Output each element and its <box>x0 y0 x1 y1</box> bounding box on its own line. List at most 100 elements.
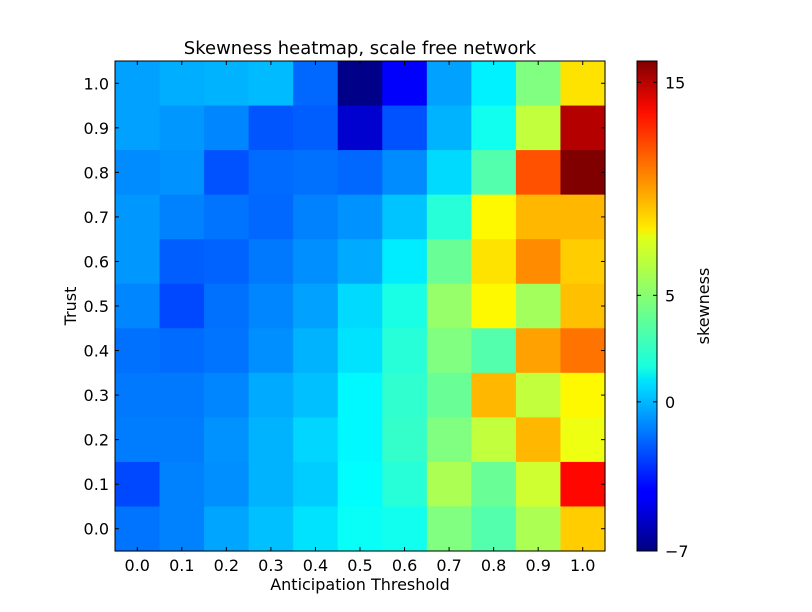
heatmap-cell <box>382 283 428 329</box>
heatmap-cell <box>204 506 250 552</box>
heatmap-cell <box>515 461 562 508</box>
heatmap-cell <box>115 194 161 240</box>
heatmap-cell <box>560 372 606 418</box>
heatmap-cell <box>115 461 161 508</box>
y-tick-label: 0.0 <box>84 520 109 539</box>
x-tick-label: 0.0 <box>125 556 150 575</box>
x-axis-label: Anticipation Threshold <box>270 575 450 594</box>
heatmap-cell <box>293 283 339 329</box>
x-tick-label: 0.7 <box>436 556 461 575</box>
x-tick-label: 0.4 <box>303 556 328 575</box>
x-axis: 0.0 0.1 0.2 0.3 0.4 0.5 0.6 0.7 0.8 0.9 1.0 <box>125 61 595 575</box>
heatmap-cell <box>248 194 294 240</box>
heatmap-cell <box>248 417 294 463</box>
heatmap-cell <box>426 372 472 418</box>
heatmap-cell <box>337 105 383 151</box>
heatmap-cell <box>515 506 562 552</box>
heatmap-cell <box>115 61 161 107</box>
heatmap-cell <box>471 105 517 151</box>
heatmap-cell <box>337 239 383 285</box>
heatmap-cell <box>471 506 517 552</box>
x-tick-label: 0.9 <box>525 556 550 575</box>
heatmap-cell <box>159 105 205 151</box>
heatmap-cell <box>337 328 383 374</box>
heatmap-cell <box>426 239 472 285</box>
x-tick-label: 0.1 <box>169 556 194 575</box>
heatmap-cell <box>560 194 606 240</box>
heatmap-cell <box>382 372 428 418</box>
chart-title: Skewness heatmap, scale free network <box>184 38 537 59</box>
heatmap-cell <box>515 194 562 240</box>
heatmap-cell <box>471 150 517 196</box>
heatmap-cell <box>426 61 472 107</box>
heatmap-cell <box>337 372 383 418</box>
heatmap-cell <box>426 194 472 240</box>
heatmap-cell <box>337 61 383 107</box>
heatmap-cell <box>248 461 294 508</box>
heatmap-cell <box>293 61 339 107</box>
heatmap-cell <box>471 461 517 508</box>
colorbar-ticks: −7 0 5 15 <box>637 73 689 561</box>
heatmap-cell <box>293 239 339 285</box>
heatmap-cell <box>159 61 205 107</box>
heatmap-cell <box>293 506 339 552</box>
heatmap-cell <box>115 417 161 463</box>
colorbar-tick-label: 15 <box>665 73 685 92</box>
heatmap-cell <box>248 105 294 151</box>
heatmap-cell <box>159 239 205 285</box>
heatmap-cell <box>293 150 339 196</box>
heatmap-cell <box>560 105 606 151</box>
heatmap-cell <box>560 150 606 196</box>
colorbar-tick-label: 5 <box>665 286 675 305</box>
x-tick-label: 0.5 <box>347 556 372 575</box>
y-tick-label: 0.9 <box>84 119 109 138</box>
heatmap-cell <box>115 372 161 418</box>
heatmap-cell <box>382 239 428 285</box>
y-axis-label: Trust <box>61 287 80 327</box>
y-tick-label: 0.5 <box>84 297 109 316</box>
heatmap-cell <box>115 506 161 552</box>
x-tick-label: 0.8 <box>481 556 506 575</box>
colorbar <box>636 60 658 552</box>
heatmap-cell <box>471 328 517 374</box>
heatmap-cell <box>426 417 472 463</box>
x-tick-label: 0.3 <box>258 556 283 575</box>
heatmap-cell <box>204 239 250 285</box>
y-tick-label: 0.8 <box>84 163 109 182</box>
heatmap-cell <box>471 417 517 463</box>
heatmap-cell <box>426 506 472 552</box>
heatmap-cell <box>293 417 339 463</box>
heatmap-cell <box>293 194 339 240</box>
colorbar-tick-label: 0 <box>665 393 675 412</box>
heatmap-cell <box>293 328 339 374</box>
heatmap-cell <box>426 150 472 196</box>
heatmap-cell <box>248 506 294 552</box>
heatmap-cell <box>115 283 161 329</box>
heatmap-cell <box>426 461 472 508</box>
heatmap-cell <box>159 194 205 240</box>
colorbar-label: skewness <box>694 268 713 345</box>
heatmap-cell <box>515 417 562 463</box>
heatmap-cell <box>560 506 606 552</box>
x-tick-label: 0.6 <box>392 556 417 575</box>
heatmap-cell <box>515 150 562 196</box>
heatmap-cell <box>204 461 250 508</box>
heatmap-cell <box>560 461 606 508</box>
heatmap-cell <box>337 417 383 463</box>
heatmap-cell <box>382 461 428 508</box>
heatmap-cell <box>293 105 339 151</box>
y-tick-label: 0.3 <box>84 386 109 405</box>
y-tick-label: 0.2 <box>84 431 109 450</box>
heatmap-cell <box>382 61 428 107</box>
heatmap-cell <box>515 328 562 374</box>
heatmap-cell <box>515 61 562 107</box>
heatmap-cell <box>159 417 205 463</box>
heatmap-cell <box>560 283 606 329</box>
heatmap-cell <box>337 150 383 196</box>
heatmap-cell <box>248 328 294 374</box>
heatmap-cell <box>115 105 161 151</box>
colorbar-tick-label: −7 <box>665 542 689 561</box>
heatmap-cell <box>204 61 250 107</box>
heatmap-cell <box>204 105 250 151</box>
